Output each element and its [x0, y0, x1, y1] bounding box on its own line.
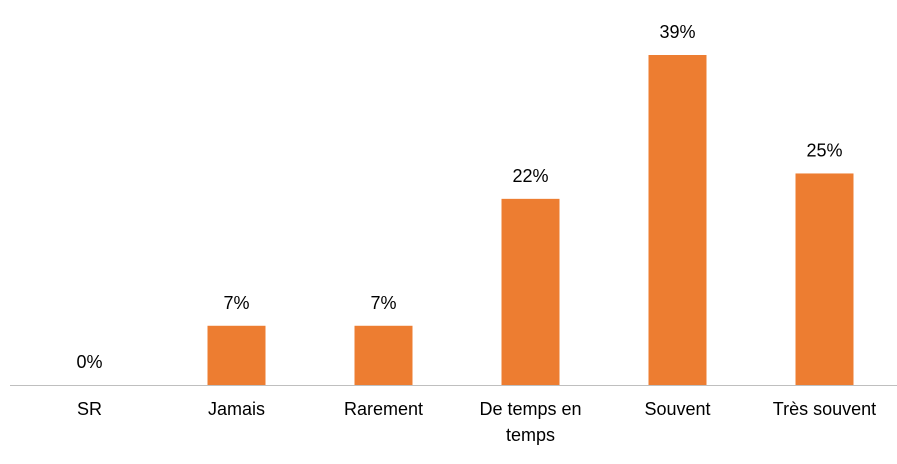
- data-label: 39%: [659, 22, 695, 42]
- data-label: 22%: [512, 166, 548, 186]
- bar: [207, 325, 266, 385]
- data-label: 25%: [806, 140, 842, 160]
- x-tick-label: Très souvent: [772, 399, 877, 419]
- x-tick-label: Jamais: [207, 399, 265, 419]
- x-tick-label: Rarement: [343, 399, 424, 419]
- x-tick-label: Souvent: [644, 399, 711, 419]
- data-label: 7%: [223, 293, 249, 313]
- bar: [501, 198, 560, 385]
- data-label: 7%: [370, 293, 396, 313]
- bar: [795, 173, 854, 385]
- x-tick-label: SR: [76, 399, 102, 419]
- bar: [354, 325, 413, 385]
- data-label: 0%: [76, 352, 102, 372]
- x-tick-label: De temps en temps: [479, 399, 582, 445]
- bar: [648, 55, 707, 385]
